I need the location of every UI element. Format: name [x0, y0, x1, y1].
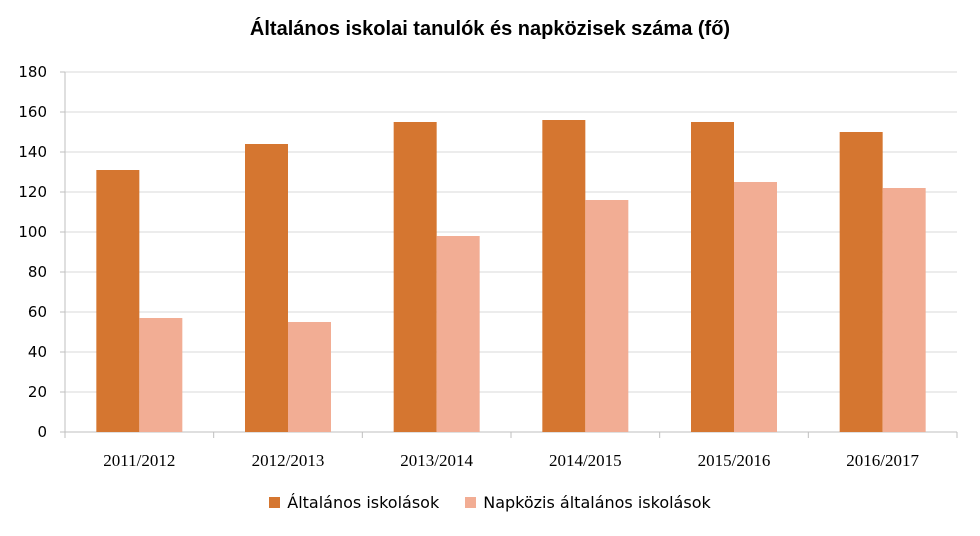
bar-altalanos-iskolasok	[691, 122, 734, 432]
bar-altalanos-iskolasok	[839, 132, 883, 432]
bar-altalanos-iskolasok	[542, 120, 586, 432]
legend-item: Napközis általános iskolások	[465, 493, 711, 512]
x-tick-label: 2012/2013	[252, 451, 325, 470]
x-tick-label: 2014/2015	[549, 451, 622, 470]
y-tick-label: 40	[28, 343, 47, 361]
x-tick-label: 2015/2016	[698, 451, 771, 470]
x-tick-label: 2013/2014	[400, 451, 473, 470]
y-tick-label: 160	[18, 103, 47, 121]
y-tick-label: 20	[28, 383, 47, 401]
legend-label: Napközis általános iskolások	[483, 493, 711, 512]
bar-altalanos-iskolasok	[245, 144, 288, 432]
bar-napkozis-iskolasok	[139, 318, 183, 432]
legend: Általános iskolások Napközis általános is…	[0, 493, 980, 512]
y-tick-label: 80	[28, 263, 47, 281]
bar-napkozis-iskolasok	[734, 182, 777, 432]
y-tick-label: 0	[37, 423, 47, 441]
bar-napkozis-iskolasok	[882, 188, 926, 432]
y-tick-label: 120	[18, 183, 47, 201]
bar-napkozis-iskolasok	[585, 200, 629, 432]
y-tick-label: 180	[18, 63, 47, 81]
legend-swatch	[465, 497, 477, 508]
bar-napkozis-iskolasok	[436, 236, 480, 432]
bar-altalanos-iskolasok	[96, 170, 140, 432]
y-tick-label: 100	[18, 223, 47, 241]
legend-swatch	[269, 497, 281, 508]
chart-title: Általános iskolai tanulók és napközisek …	[249, 18, 731, 40]
legend-item: Általános iskolások	[269, 493, 439, 512]
x-tick-label: 2011/2012	[103, 451, 175, 470]
bar-altalanos-iskolasok	[393, 122, 437, 432]
x-tick-label: 2016/2017	[846, 451, 919, 470]
y-tick-label: 140	[18, 143, 47, 161]
bar-napkozis-iskolasok	[288, 322, 331, 432]
legend-label: Általános iskolások	[287, 493, 440, 512]
y-tick-label: 60	[28, 303, 47, 321]
